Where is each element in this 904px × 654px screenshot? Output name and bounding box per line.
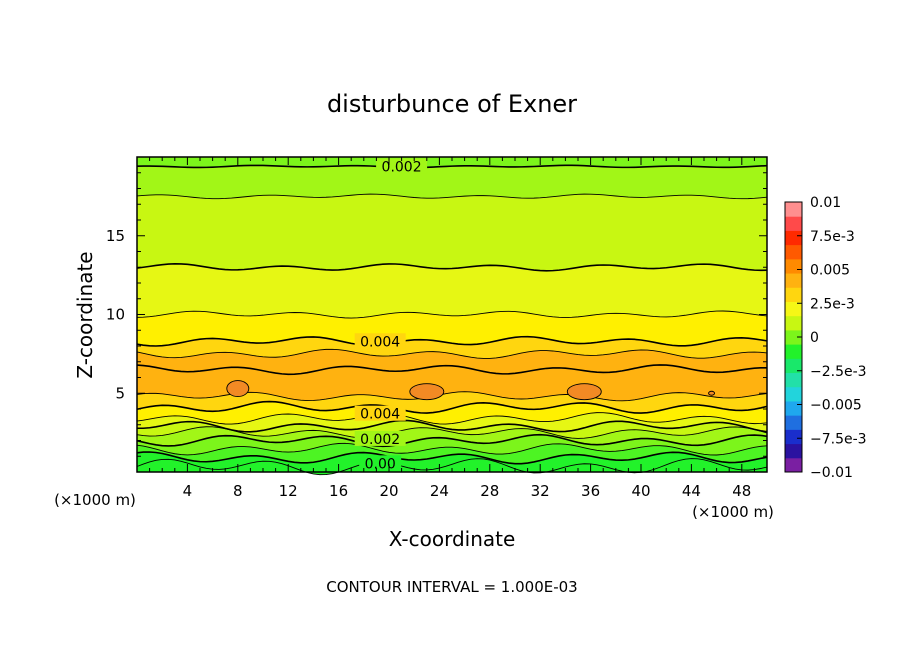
contour-line xyxy=(136,433,768,448)
x-unit-label-left: (×1000 m) xyxy=(54,491,136,509)
x-tick-label: 28 xyxy=(480,482,499,500)
contour-band xyxy=(137,336,767,359)
colorbar-swatch xyxy=(785,457,802,473)
contour-label: 0.00 xyxy=(365,456,396,472)
contour-line xyxy=(136,458,768,476)
x-tick-label: 8 xyxy=(233,482,243,500)
colorbar-swatch xyxy=(785,400,802,416)
colorbar-swatch xyxy=(785,202,802,217)
contour-peak xyxy=(409,383,445,401)
colorbar-tick-label: 2.5e-3 xyxy=(810,296,855,312)
contour-label-bg xyxy=(354,333,406,349)
contour-line xyxy=(136,451,768,465)
contour-band xyxy=(137,311,767,346)
contour-band xyxy=(137,452,767,475)
contour-band xyxy=(137,349,767,375)
contour-line xyxy=(136,310,768,319)
x-tick-label: 12 xyxy=(279,482,298,500)
colorbar-swatch xyxy=(785,287,802,302)
plot-area xyxy=(137,157,767,475)
contour-line xyxy=(136,426,768,439)
contour-label: 0.002 xyxy=(360,432,400,448)
x-tick-label: 4 xyxy=(183,482,193,500)
colorbar-swatch xyxy=(785,230,802,246)
x-axis-label: X-coordinate xyxy=(389,527,516,551)
contour-label-bg xyxy=(354,405,406,421)
contour-band xyxy=(137,194,767,271)
contour-label: 0.004 xyxy=(360,407,400,423)
x-tick-label: 48 xyxy=(732,482,751,500)
contour-lines: 0.002 0.004 0.004 0.002 0.00 xyxy=(136,158,768,476)
contour-band xyxy=(137,157,767,168)
colorbar-swatch xyxy=(785,273,802,288)
contour-label: 0.004 xyxy=(360,334,400,350)
colorbar-swatch xyxy=(785,386,802,402)
contour-band xyxy=(137,412,767,432)
contour-peak xyxy=(566,383,602,401)
contour-peak xyxy=(708,390,716,396)
colorbar-swatch xyxy=(785,315,802,331)
contour-label-bg xyxy=(354,430,406,446)
colorbar-swatch xyxy=(785,216,802,231)
y-axis-label: Z-coordinate xyxy=(73,251,97,378)
colorbar-swatch xyxy=(785,372,802,388)
contour-band xyxy=(137,443,767,464)
x-tick-label: 32 xyxy=(531,482,550,500)
contour-line xyxy=(136,193,768,200)
contour-band xyxy=(137,263,767,319)
contour-label: 0.002 xyxy=(382,159,422,175)
colorbar-swatch xyxy=(785,301,802,317)
y-tick-label: 5 xyxy=(115,384,125,402)
chart-title: disturbunce of Exner xyxy=(327,90,577,118)
contour-interval-note: CONTOUR INTERVAL = 1.000E-03 xyxy=(326,578,577,596)
contour-band xyxy=(137,434,767,456)
contour-band xyxy=(137,364,767,401)
contour-band xyxy=(137,391,767,414)
colorbar-swatch xyxy=(785,244,802,260)
contour-line xyxy=(136,364,768,376)
colorbar-tick-label: 0.01 xyxy=(810,195,841,211)
colorbar-tick-label: −0.01 xyxy=(810,465,853,481)
colorbar-swatch xyxy=(785,429,802,445)
contour-band xyxy=(137,401,767,425)
contour-line xyxy=(136,263,768,272)
colorbar-swatch xyxy=(785,344,802,359)
x-tick-label: 40 xyxy=(631,482,650,500)
colorbar-swatch xyxy=(785,415,802,430)
contour-line xyxy=(136,335,768,347)
colorbar: 0.01 7.5e-3 0.005 2.5e-3 0 −2.5e-3 −0.005 −7.5e… xyxy=(784,195,867,481)
colorbar-tick-label: 0.005 xyxy=(810,263,850,279)
y-tick-label: 10 xyxy=(106,306,125,324)
colorbar-tick-label: −0.005 xyxy=(810,398,862,414)
contour-peak xyxy=(226,380,250,397)
x-tick-label: 44 xyxy=(682,482,701,500)
colorbar-tick-label: −2.5e-3 xyxy=(810,364,867,380)
colorbar-swatch xyxy=(785,358,802,374)
colorbar-swatch xyxy=(785,258,802,274)
colorbar-tick-label: 0 xyxy=(810,330,819,346)
y-tick-label: 15 xyxy=(106,227,125,245)
contour-band xyxy=(137,426,767,447)
colorbar-tick-label: −7.5e-3 xyxy=(810,431,867,447)
x-tick-label: 36 xyxy=(581,482,600,500)
x-tick-label: 24 xyxy=(430,482,449,500)
colorbar-tick-label: 7.5e-3 xyxy=(810,229,855,245)
contour-line xyxy=(136,412,768,425)
x-tick-label: 16 xyxy=(329,482,348,500)
x-unit-label-right: (×1000 m) xyxy=(692,503,774,521)
colorbar-swatch xyxy=(785,443,802,459)
contour-label-bg xyxy=(359,455,402,471)
x-tick-label: 20 xyxy=(379,482,398,500)
contour-line xyxy=(136,164,768,169)
contour-line xyxy=(136,348,768,359)
colorbar-swatch xyxy=(785,329,802,345)
contour-line xyxy=(136,419,768,433)
contour-band xyxy=(137,165,767,199)
contour-line xyxy=(136,400,768,414)
contour-line xyxy=(136,442,768,456)
